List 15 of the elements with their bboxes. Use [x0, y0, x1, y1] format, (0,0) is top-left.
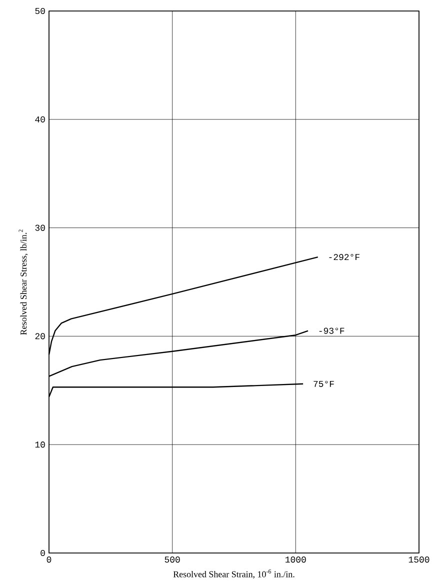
x-tick-label: 0 [46, 556, 52, 563]
y-axis-title: Resolved Shear Stress, lb/in.$^{2}$ [18, 230, 28, 335]
series-label: -292°F [329, 254, 360, 260]
y-tick-label: 30 [35, 224, 45, 231]
y-tick-label: 10 [35, 442, 45, 448]
y-tick-label: 0 [40, 550, 45, 556]
x-tick-label: 1500 [408, 556, 430, 563]
series-label: 75°F [314, 380, 334, 387]
x-axis-title: Resolved Shear Strain, 10$^{-6}$ in./in. [173, 569, 294, 579]
x-tick-label: 1000 [286, 556, 306, 563]
x-tick-label: 500 [164, 556, 180, 563]
y-tick-label: 40 [35, 116, 45, 122]
y-tick-label: 20 [35, 333, 45, 340]
series-label: -93°F [319, 328, 344, 334]
y-tick-label: 50 [35, 8, 45, 14]
